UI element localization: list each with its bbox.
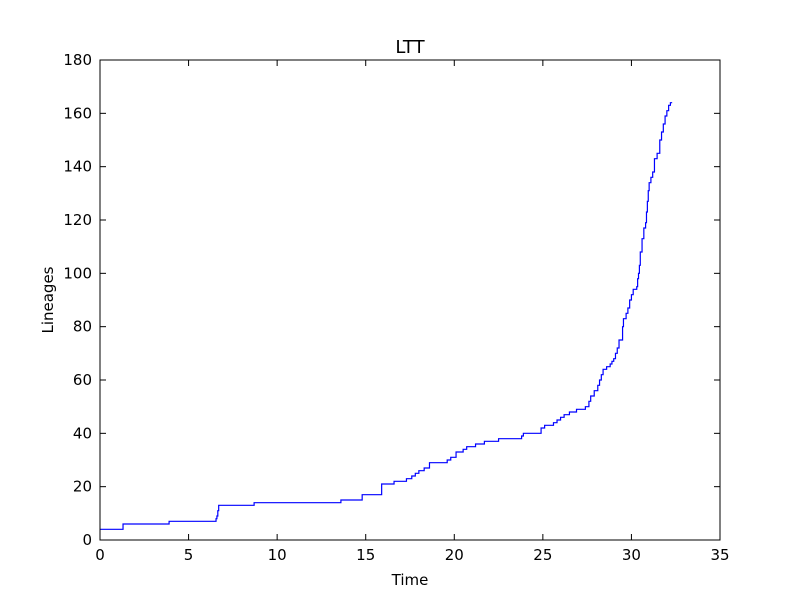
plot-area: 0 5 10 15 20 25 30 35 0 20 40 60 80 100 120 140 160 180 [63,51,729,564]
plot-frame [99,59,721,541]
x-tick-label: 30 [622,546,641,564]
x-tick-label: 15 [356,546,375,564]
y-tick-label: 40 [73,424,92,442]
x-tick-label: 35 [710,546,729,564]
x-tick-label: 25 [533,546,552,564]
y-tick-label: 60 [73,371,92,389]
x-tick-label: 20 [445,546,464,564]
y-tick-label: 80 [73,318,92,336]
y-tick-label: 120 [63,211,92,229]
y-tick-label: 0 [82,531,92,549]
series-line-0 [100,102,673,530]
y-tick-label: 180 [63,51,92,69]
x-tick-label: 0 [95,546,105,564]
y-axis-label: Lineages [39,266,57,333]
y-tick-label: 100 [63,264,92,282]
y-tick-label: 140 [63,158,92,176]
y-tick-label: 20 [73,478,92,496]
x-axis-label: Time [391,571,429,589]
x-tick-label: 5 [184,546,194,564]
chart-title: LTT [395,37,425,58]
y-tick-label: 160 [63,104,92,122]
x-tick-label: 10 [268,546,287,564]
